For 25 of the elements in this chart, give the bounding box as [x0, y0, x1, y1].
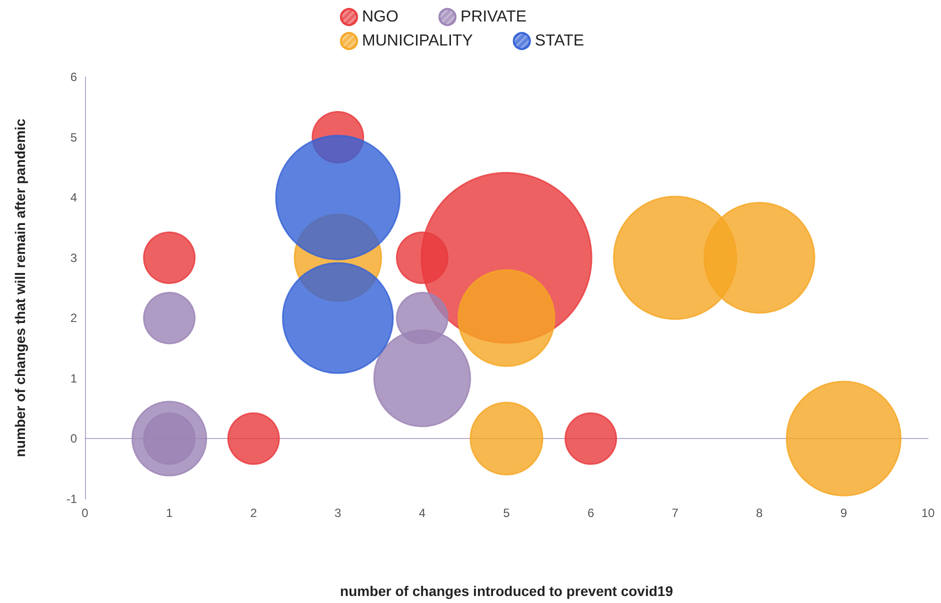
legend-label: NGO [362, 8, 398, 26]
x-tick-label: 0 [82, 506, 89, 520]
x-tick-label: 3 [334, 506, 342, 520]
legend-label: MUNICIPALITY [362, 32, 474, 50]
y-axis-title: number of changes that will remain after pandemic [12, 118, 28, 458]
y-tick-label: 2 [70, 311, 78, 326]
y-tick-label: 4 [70, 190, 78, 205]
legend-label: STATE [534, 32, 584, 50]
y-tick-label: 1 [70, 371, 78, 386]
y-tick-label: -1 [66, 492, 78, 506]
x-tick-label: 9 [840, 506, 848, 520]
y-tick-label: 3 [70, 250, 78, 265]
x-tick-label: 1 [166, 506, 173, 520]
x-tick-label: 10 [921, 506, 935, 520]
y-tick-label: 6 [70, 70, 78, 84]
x-tick-label: 4 [418, 506, 426, 520]
x-tick-label: 8 [756, 506, 764, 520]
legend-label: PRIVATE [460, 8, 527, 26]
x-axis-title: number of changes introduced to prevent covid19 [340, 583, 674, 599]
x-tick-label: 7 [672, 506, 679, 520]
x-tick-label: 2 [250, 506, 258, 520]
y-tick-label: 0 [70, 432, 78, 446]
x-tick-label: 6 [587, 506, 594, 520]
x-tick-label: 5 [503, 506, 510, 520]
y-tick-label: 5 [70, 130, 78, 144]
